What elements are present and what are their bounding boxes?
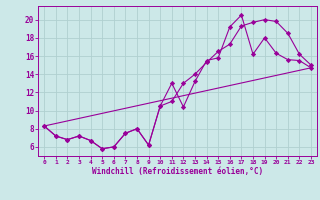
X-axis label: Windchill (Refroidissement éolien,°C): Windchill (Refroidissement éolien,°C) [92, 167, 263, 176]
